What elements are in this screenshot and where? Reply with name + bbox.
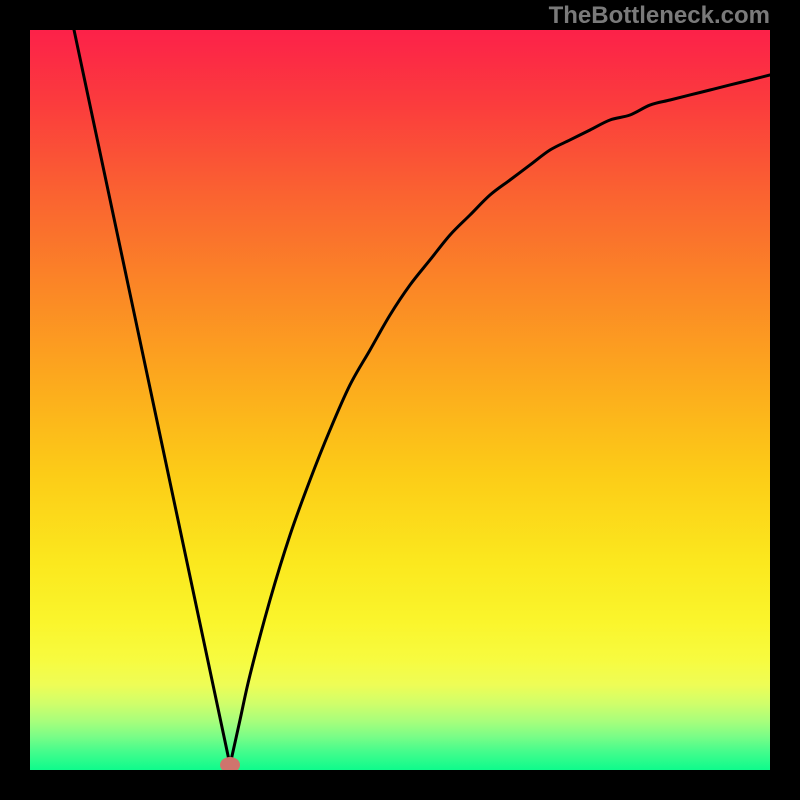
bottleneck-curve xyxy=(30,30,770,770)
watermark-text: TheBottleneck.com xyxy=(549,2,770,30)
chart-plot-area xyxy=(30,30,770,770)
optimal-point-marker xyxy=(220,757,240,770)
